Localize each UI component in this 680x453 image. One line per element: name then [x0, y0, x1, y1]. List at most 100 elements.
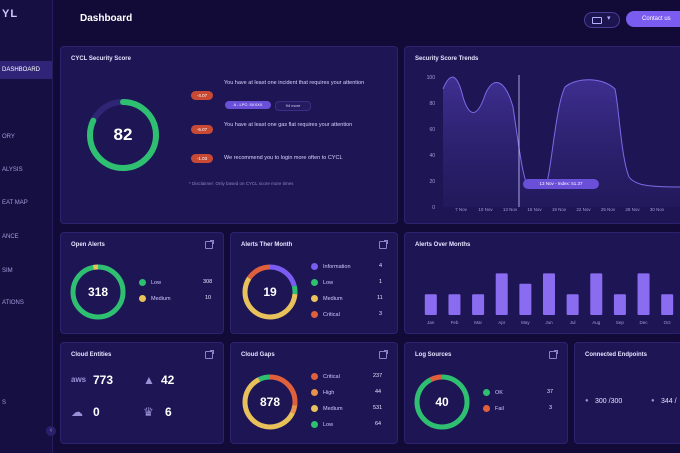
donut-segment — [242, 264, 298, 320]
x-tick-label: 22 Nov — [576, 207, 591, 212]
card-title: Log Sources — [415, 352, 452, 358]
cloud-gaps-donut: 878 — [241, 373, 299, 431]
bar — [566, 294, 579, 315]
x-tick-label: 25 Nov — [601, 207, 616, 212]
chevron-down-icon: ▾ — [607, 15, 611, 22]
card-title: CYCL Security Score — [71, 56, 131, 62]
sidebar-item-settings[interactable]: S — [2, 400, 7, 406]
donut-segment — [242, 374, 298, 430]
sidebar-item-integrations[interactable]: ATIONS — [2, 300, 24, 306]
app-logo: YL — [2, 8, 19, 20]
external-link-icon[interactable] — [205, 350, 214, 359]
y-tick-label: 20 — [429, 179, 435, 185]
card-title: Alerts Over Months — [415, 242, 471, 248]
cloud-count: 0 — [93, 405, 100, 419]
cloud-icon: ☁ — [71, 405, 83, 419]
alerts-month-donut: 19 — [241, 263, 299, 321]
legend-item: Fail 3 — [483, 405, 552, 412]
legend-item: Low 64 — [311, 421, 381, 428]
sidebar-item-analysis[interactable]: ALYSIS — [2, 167, 23, 173]
bar-category-label: May — [521, 320, 530, 325]
score-badge: -4.07 — [191, 91, 213, 100]
x-tick-label: 16 Nov — [527, 207, 542, 212]
score-badge: -6.07 — [191, 125, 213, 134]
bar — [637, 273, 650, 315]
bar-category-label: Apr — [498, 320, 506, 325]
azure-count: 42 — [161, 373, 175, 387]
bar — [590, 273, 603, 315]
legend-item: Critical 3 — [311, 311, 382, 318]
legend-item: Medium 11 — [311, 295, 383, 302]
alert-text: You have at least one incident that requ… — [224, 80, 365, 86]
sidebar-item-history[interactable]: ORY — [2, 134, 15, 140]
bar — [543, 273, 555, 315]
contact-button[interactable]: Contact us — [626, 11, 680, 27]
legend-item: OK 37 — [483, 389, 553, 396]
sidebar-item-sim[interactable]: SIM — [2, 268, 13, 274]
y-tick-label: 100 — [427, 75, 436, 81]
x-tick-label: 28 Nov — [625, 207, 640, 212]
legend-item: Low 1 — [311, 279, 382, 286]
aws-count: 773 — [93, 373, 114, 387]
endpoint-icon: ● — [651, 398, 655, 404]
alert-text: You have at least one gas flat requires … — [224, 122, 353, 128]
bar-category-label: Sep — [616, 320, 625, 325]
sidebar-item-heat-map[interactable]: EAT MAP — [2, 200, 28, 206]
bar-category-label: Jul — [570, 320, 576, 325]
topbar: Dashboard ▾ Contact us — [52, 0, 680, 40]
endpoint-icon: ● — [585, 398, 589, 404]
x-tick-label: 7 Nov — [455, 207, 468, 212]
external-link-icon[interactable] — [379, 240, 388, 249]
external-link-icon[interactable] — [379, 350, 388, 359]
alert-chip[interactable]: A - LPC: 5XXXX — [225, 101, 271, 109]
donut-segment — [70, 264, 126, 320]
alerts-over-months-chart: Jan Feb Mar Apr May Jun Jul Aug Sep Dec Oct — [424, 273, 674, 325]
score-badge: -1.03 — [191, 154, 213, 163]
open-alerts-card: Open Alerts 318 Low 308 Medium 10 — [60, 232, 224, 334]
bar — [661, 294, 674, 315]
x-tick-label: 30 Nov — [650, 207, 665, 212]
legend-item: Medium 10 — [139, 295, 211, 302]
card-title: Cloud Entities — [71, 352, 112, 358]
score-trends-chart: 100 80 60 40 20 0 7 Nov 10 Nov 13 Nov 16 Nov 19 N… — [427, 75, 680, 212]
calendar-icon — [592, 17, 602, 24]
alert-chip-more[interactable]: 94 more — [275, 101, 311, 111]
log-sources-total: 40 — [435, 395, 449, 409]
legend-item: Low 308 — [139, 279, 212, 286]
external-link-icon[interactable] — [549, 350, 558, 359]
legend-item: Critical 237 — [311, 373, 382, 380]
bar — [472, 294, 485, 315]
y-tick-label: 80 — [429, 101, 435, 107]
bar-category-label: Jun — [545, 320, 553, 325]
alerts-over-months-card: Alerts Over Months Jan Feb Mar Apr May Jun Jul… — [404, 232, 680, 334]
sidebar-item-compliance[interactable]: ANCE — [2, 234, 19, 240]
card-title: Open Alerts — [71, 242, 105, 248]
legend-item: High 44 — [311, 389, 381, 396]
bar — [448, 294, 461, 315]
collapse-sidebar-icon[interactable]: ‹ — [46, 426, 56, 436]
y-tick-label: 60 — [429, 127, 435, 133]
sidebar: YL DASHBOARD ORY ALYSIS EAT MAP ANCE SIM… — [0, 0, 56, 453]
alerts-month-card: Alerts Ther Month 19 Information 4 Low 1 M… — [230, 232, 398, 334]
donut-segment — [414, 374, 470, 430]
cloud-entities-card: Cloud Entities aws 773 ▲ 42 ☁ 0 ♛ 6 — [60, 342, 224, 444]
bar-category-label: Aug — [592, 320, 601, 325]
donut-segment — [242, 264, 298, 320]
open-alerts-donut: 318 — [69, 263, 127, 321]
endpoint-value: 344 / — [661, 398, 677, 405]
calendar-select[interactable]: ▾ — [584, 12, 620, 28]
cloud-gaps-total: 878 — [259, 395, 281, 409]
bar-category-label: Mar — [474, 320, 482, 325]
bar-category-label: Dec — [640, 320, 649, 325]
sidebar-item-dashboard[interactable]: DASHBOARD — [0, 61, 52, 79]
security-score-donut: 82 — [85, 97, 161, 173]
bar-category-label: Feb — [451, 320, 459, 325]
trend-tooltip: 13 Nov - Index: 51.37 — [523, 179, 599, 189]
legend-item: Medium 531 — [311, 405, 382, 412]
alert-text: We recommend you to login more often to … — [224, 155, 343, 161]
external-link-icon[interactable] — [205, 240, 214, 249]
card-title: Connected Endpoints — [585, 352, 647, 358]
bar — [519, 283, 532, 315]
alerts-month-total: 19 — [263, 285, 277, 299]
aws-icon: aws — [71, 375, 87, 384]
